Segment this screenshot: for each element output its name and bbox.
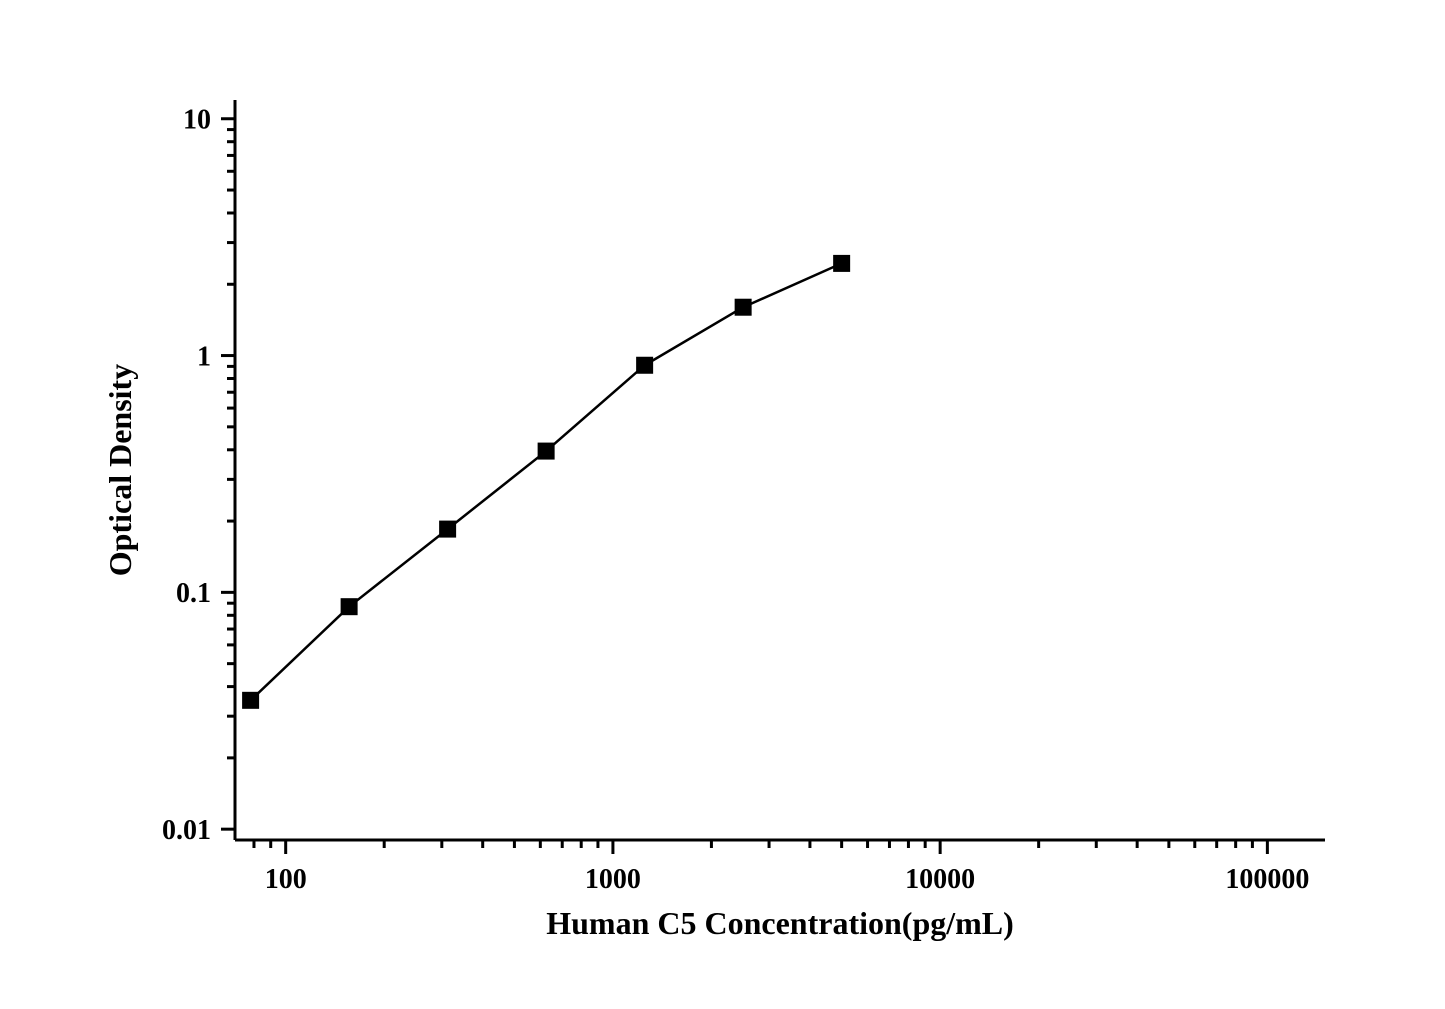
- x-tick-label: 100: [265, 864, 307, 895]
- y-tick-label: 0.1: [176, 578, 211, 609]
- data-marker: [243, 692, 259, 708]
- data-marker: [341, 599, 357, 615]
- x-tick-label: 100000: [1225, 864, 1309, 895]
- data-marker: [440, 521, 456, 537]
- y-axis-title: Optical Density: [102, 364, 138, 576]
- standard-curve-chart: 100 1000 10000 100000 0.01 0.1 1 10 Human C5 Con…: [0, 0, 1445, 1009]
- chart-container: 100 1000 10000 100000 0.01 0.1 1 10 Human C5 Con…: [0, 0, 1445, 1009]
- chart-bg: [0, 0, 1445, 1009]
- data-marker: [834, 255, 850, 271]
- x-tick-label: 10000: [905, 864, 975, 895]
- x-axis-title: Human C5 Concentration(pg/mL): [546, 905, 1014, 941]
- y-tick-label: 1: [197, 341, 211, 372]
- data-marker: [735, 299, 751, 315]
- y-tick-label: 10: [183, 105, 211, 136]
- x-tick-label: 1000: [585, 864, 641, 895]
- data-marker: [637, 357, 653, 373]
- y-tick-label: 0.01: [162, 815, 211, 846]
- data-marker: [538, 443, 554, 459]
